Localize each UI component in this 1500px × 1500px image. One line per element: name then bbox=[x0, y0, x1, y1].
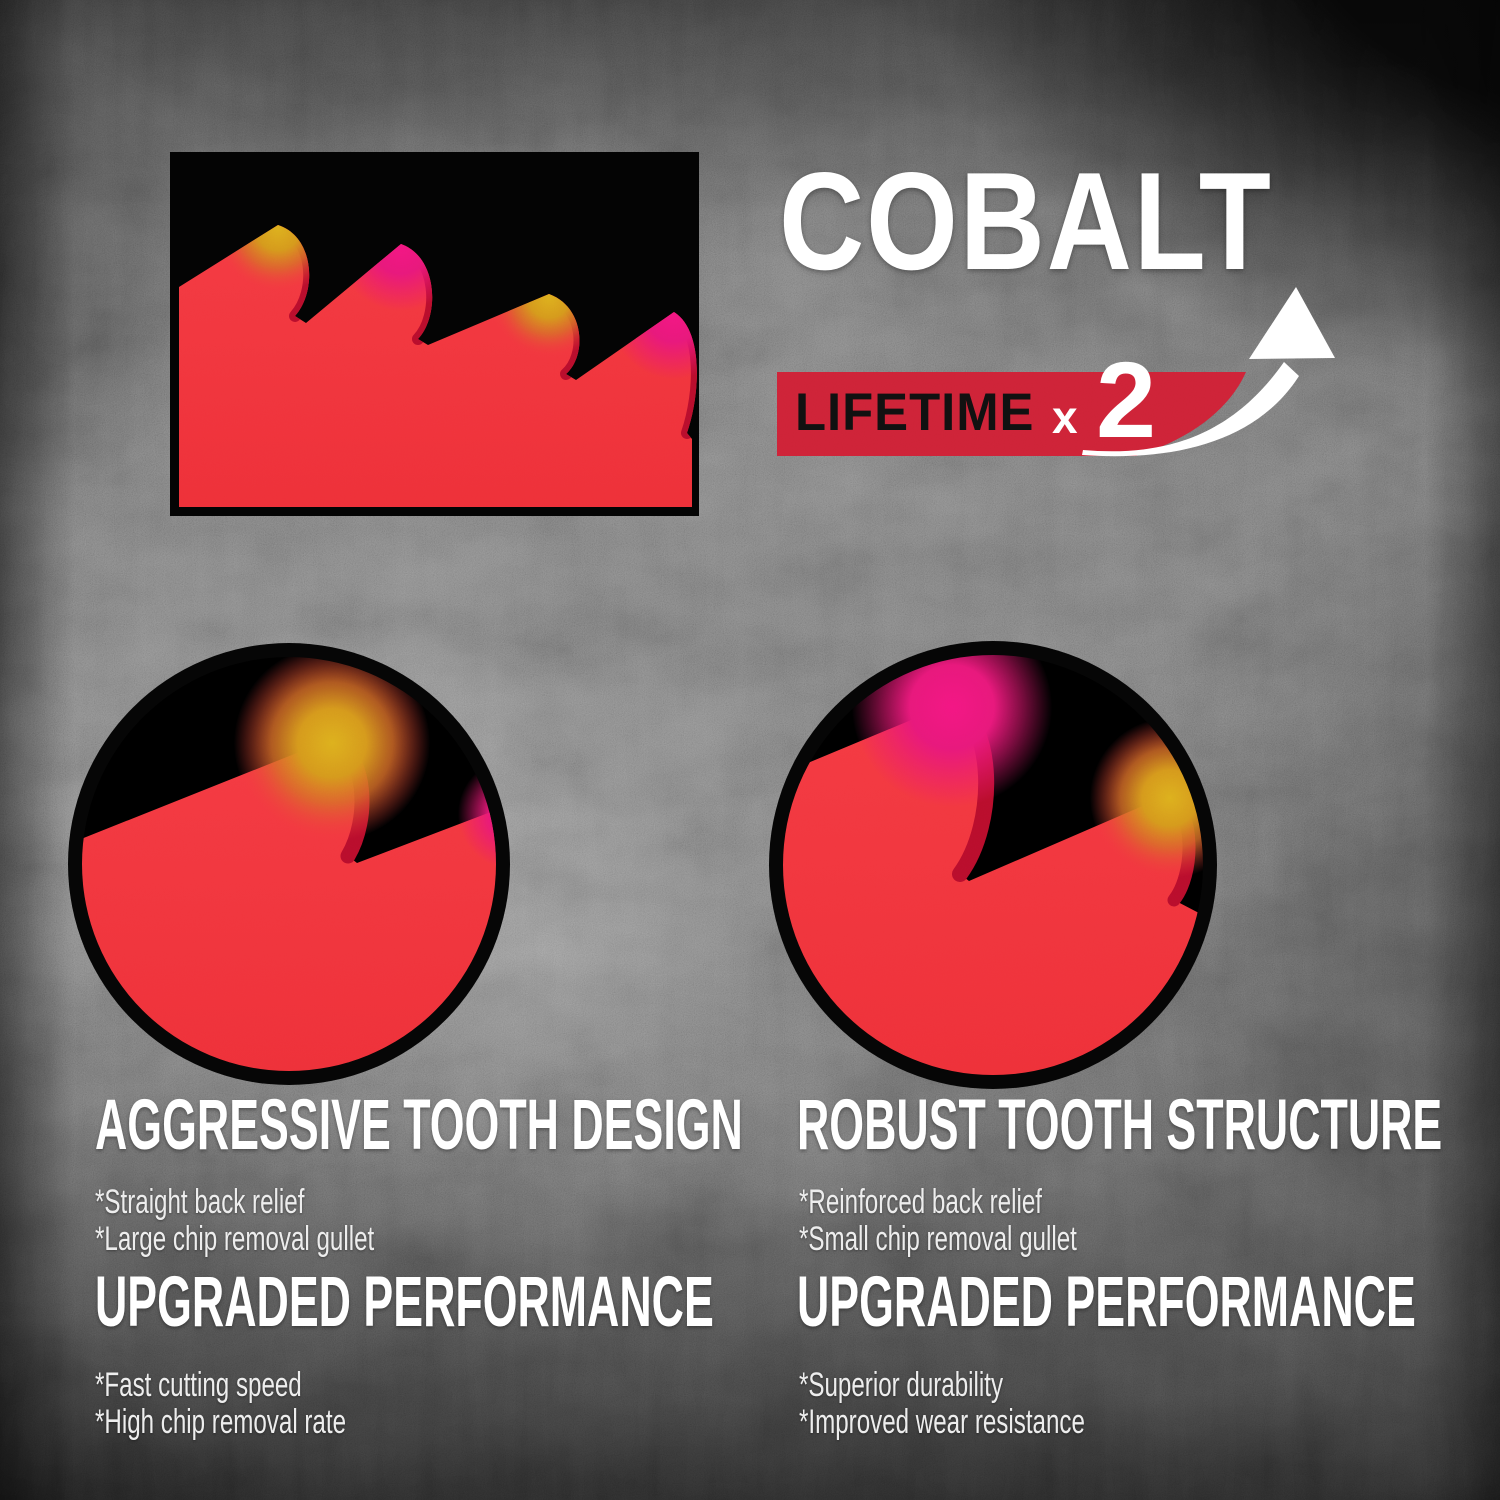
multiplier-value: 2 bbox=[1096, 339, 1157, 460]
saw-blade-teeth-photo bbox=[170, 152, 699, 516]
times-symbol: x bbox=[1052, 391, 1078, 443]
feature-bullets-performance-right: *Superior durability *Improved wear resi… bbox=[799, 1367, 1207, 1441]
bullet-item: *Superior durability bbox=[799, 1366, 1004, 1404]
bullet-item: *Reinforced back relief bbox=[799, 1183, 1042, 1221]
bullet-item: *High chip removal rate bbox=[95, 1403, 347, 1441]
bullet-item: *Fast cutting speed bbox=[95, 1366, 302, 1404]
feature-bullets-robust: *Reinforced back relief *Small chip remo… bbox=[799, 1184, 1196, 1258]
feature-bullets-aggressive: *Straight back relief *Large chip remova… bbox=[95, 1184, 494, 1258]
feature-bullets-performance-left: *Fast cutting speed *High chip removal r… bbox=[95, 1367, 454, 1441]
bullet-item: *Straight back relief bbox=[95, 1183, 305, 1221]
feature-heading-robust-tooth-structure: ROBUST TOOTH STRUCTURE bbox=[797, 1086, 1443, 1165]
bullet-item: *Large chip removal gullet bbox=[95, 1220, 375, 1258]
tooth-closeup-aggressive bbox=[68, 643, 510, 1085]
lifetime-label: LIFETIME bbox=[795, 383, 1035, 442]
tooth-closeup-robust bbox=[769, 641, 1217, 1089]
lifetime-banner-graphic bbox=[777, 287, 1335, 457]
bullet-item: *Small chip removal gullet bbox=[799, 1220, 1077, 1258]
feature-heading-upgraded-performance-right: UPGRADED PERFORMANCE bbox=[797, 1263, 1416, 1342]
bullet-item: *Improved wear resistance bbox=[799, 1403, 1085, 1441]
